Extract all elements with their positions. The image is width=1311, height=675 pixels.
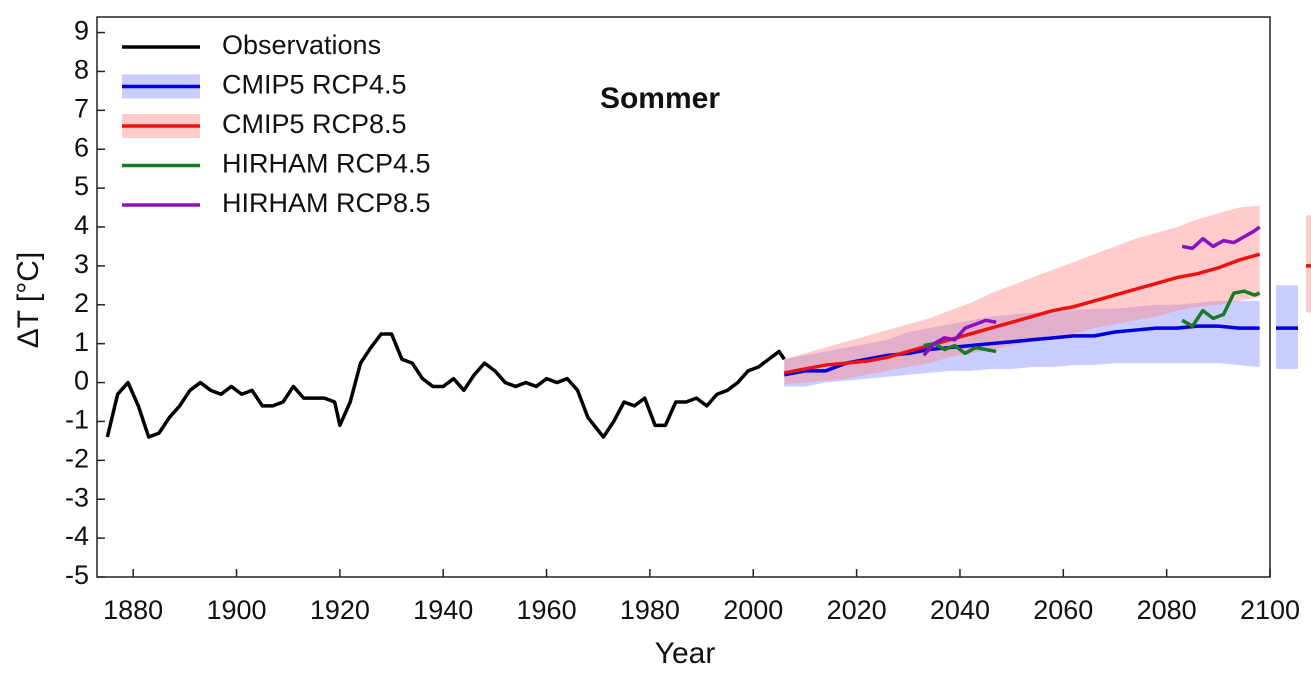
y-tick-label: -4	[65, 521, 89, 551]
x-tick-label: 2100	[1240, 595, 1300, 625]
series-line	[922, 225, 1261, 357]
y-tick-label: -1	[65, 405, 89, 435]
y-axis-label: ΔT [°C]	[12, 252, 45, 349]
legend-label: Observations	[222, 30, 381, 60]
legend-label: HIRHAM RCP4.5	[222, 149, 431, 179]
y-tick-label: 5	[74, 171, 89, 201]
y-tick-label: -5	[65, 560, 89, 590]
x-axis-label: Year	[655, 637, 716, 670]
x-tick-label: 1960	[517, 595, 577, 625]
chart-title: Sommer	[600, 82, 720, 115]
x-tick-label: 1900	[206, 595, 266, 625]
x-tick-label: 2000	[723, 595, 783, 625]
end-range-bar	[1306, 215, 1311, 313]
legend-label: CMIP5 RCP8.5	[222, 109, 407, 139]
y-tick-label: 2	[74, 288, 89, 318]
x-tick-label: 2080	[1137, 595, 1197, 625]
plot-frame	[96, 16, 1271, 578]
y-tick-label: 1	[74, 327, 89, 357]
legend-label: CMIP5 RCP4.5	[222, 70, 407, 100]
x-tick-label: 1880	[103, 595, 163, 625]
uncertainty-band	[784, 205, 1260, 385]
y-tick-label: 7	[74, 93, 89, 123]
x-tick-label: 2020	[827, 595, 887, 625]
y-tick-label: -2	[65, 443, 89, 473]
x-tick-label: 1920	[310, 595, 370, 625]
series-line	[105, 332, 786, 439]
x-tick-label: 2060	[1033, 595, 1093, 625]
x-tick-label: 1980	[620, 595, 680, 625]
y-tick-label: 8	[74, 55, 89, 85]
y-tick-label: 3	[74, 249, 89, 279]
y-tick-label: 0	[74, 366, 89, 396]
y-tick-label: 6	[74, 132, 89, 162]
legend-label: HIRHAM RCP8.5	[222, 188, 431, 218]
y-tick-label: 4	[74, 210, 89, 240]
uncertainty-band	[784, 300, 1260, 387]
series-line	[783, 252, 1261, 375]
x-tick-label: 1940	[413, 595, 473, 625]
y-tick-label: 9	[74, 16, 89, 46]
x-tick-label: 2040	[930, 595, 990, 625]
y-tick-label: -3	[65, 482, 89, 512]
